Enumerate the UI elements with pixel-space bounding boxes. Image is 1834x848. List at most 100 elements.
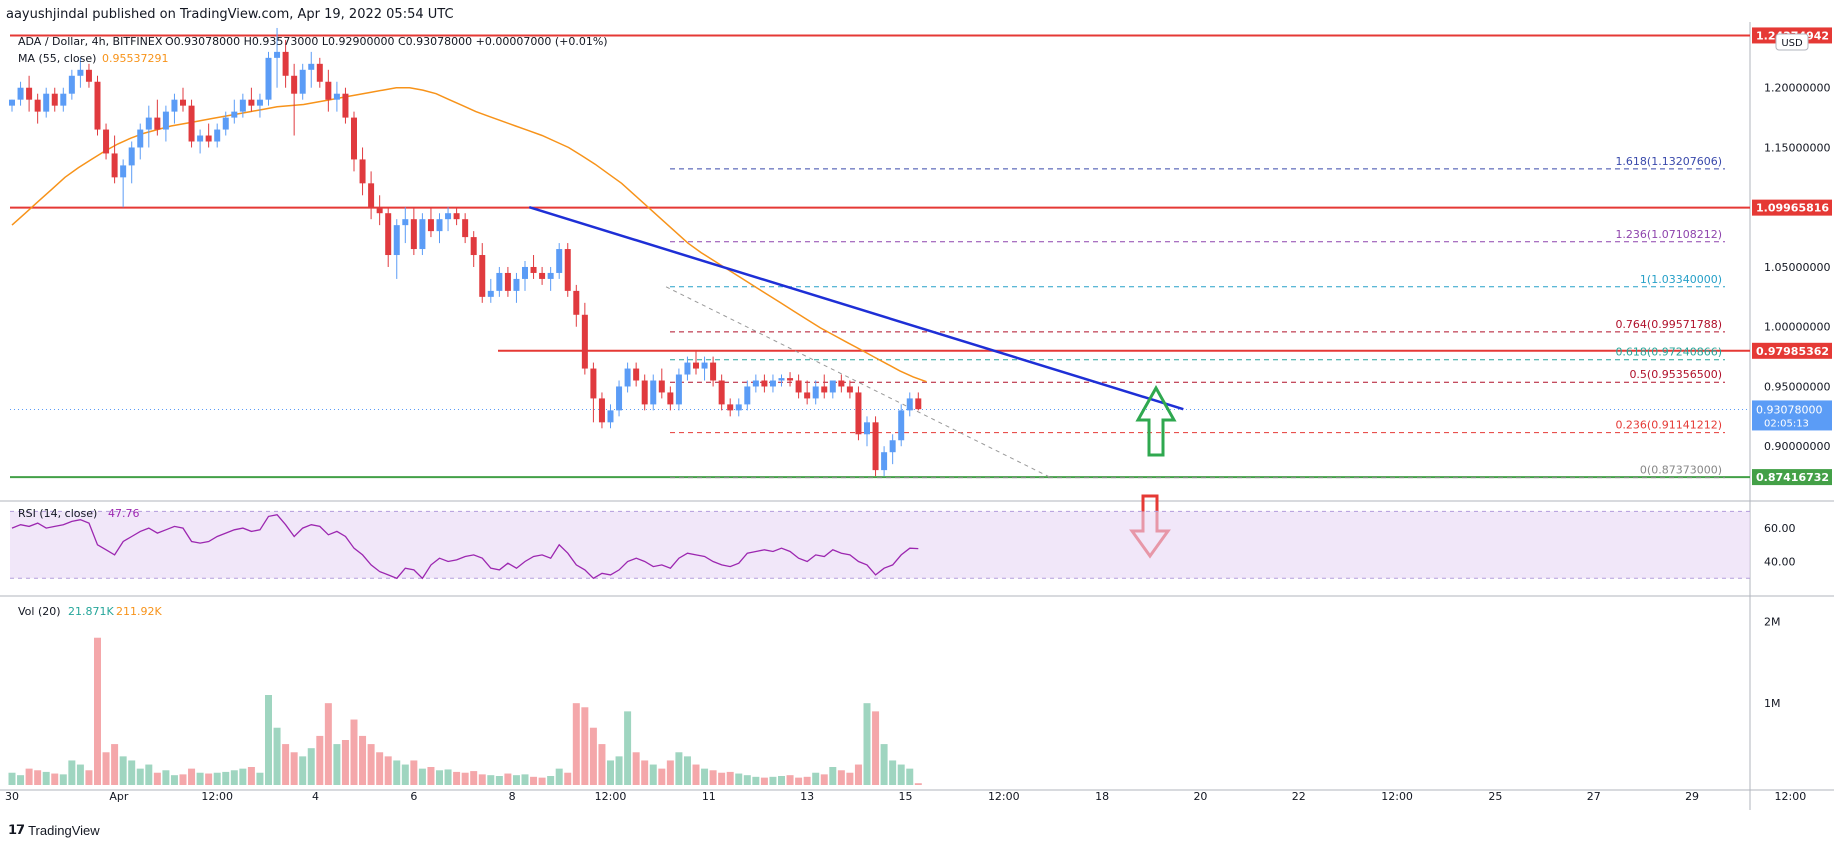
volume-legend-value: 21.871K — [68, 605, 114, 618]
bullish-candle — [701, 362, 708, 369]
bullish-candle — [881, 452, 888, 471]
volume-bar — [624, 711, 632, 785]
time-tick-label: 12:00 — [1381, 790, 1413, 803]
bullish-candle — [778, 378, 785, 381]
tradingview-mark-icon: 𝟭𝟳 — [8, 822, 25, 837]
volume-bar — [692, 764, 700, 785]
bearish-candle — [26, 87, 33, 100]
bullish-candle — [889, 440, 896, 453]
volume-bar — [145, 764, 153, 785]
volume-bar — [299, 756, 307, 785]
volume-bar — [393, 760, 401, 785]
bullish-candle — [145, 117, 152, 130]
bearish-candle — [85, 69, 92, 82]
volume-bar — [17, 775, 25, 785]
legend-ma-value: 0.95537291 — [102, 52, 168, 65]
bearish-candle — [821, 386, 828, 393]
rsi-legend-value: 47.76 — [108, 507, 140, 520]
volume-bar — [401, 764, 409, 785]
bullish-candle — [68, 75, 75, 94]
bullish-candle — [77, 69, 84, 76]
bearish-candle — [479, 255, 486, 297]
volume-bar — [564, 772, 572, 785]
bearish-candle — [180, 99, 186, 106]
bullish-candle — [906, 398, 913, 411]
volume-bar — [376, 752, 384, 785]
volume-bar — [222, 771, 230, 785]
bearish-candle — [872, 422, 879, 471]
bearish-candle — [205, 135, 212, 142]
bearish-candle — [727, 404, 734, 411]
fib-level-label: 1.618(1.13207606) — [1615, 155, 1722, 168]
volume-bar — [213, 772, 221, 785]
volume-bar — [846, 772, 854, 785]
bearish-candle — [94, 81, 101, 130]
currency-label: USD — [1781, 38, 1803, 49]
bullish-candle — [120, 165, 127, 178]
time-tick-label: 15 — [898, 790, 912, 803]
volume-bar — [410, 760, 418, 785]
price-tick-label: 1.20000000 — [1764, 82, 1830, 95]
fib-level-label: 0.764(0.99571788) — [1615, 318, 1722, 331]
bullish-candle — [43, 93, 50, 112]
volume-tick-label: 2M — [1764, 615, 1781, 628]
volume-bar — [521, 774, 529, 785]
bearish-candle — [470, 237, 477, 256]
volume-bar — [666, 760, 674, 785]
resistance-level-label: 0.97985362 — [1756, 345, 1829, 358]
volume-bar — [273, 727, 281, 785]
volume-bar — [162, 770, 170, 785]
bearish-candle — [804, 392, 811, 399]
price-tick-label: 0.90000000 — [1764, 440, 1830, 453]
bullish-candle — [624, 368, 631, 387]
volume-bar — [333, 744, 341, 785]
bearish-candle — [282, 51, 289, 76]
volume-bar — [649, 764, 657, 785]
volume-tick-label: 1M — [1764, 697, 1781, 710]
resistance-level-badge — [1752, 342, 1832, 359]
bullish-candle — [128, 147, 135, 166]
volume-bar — [897, 764, 905, 785]
bullish-candle — [522, 266, 528, 279]
volume-bar — [188, 768, 196, 785]
volume-bar — [709, 770, 717, 785]
time-tick-label: 4 — [312, 790, 319, 803]
bearish-candle — [462, 219, 469, 238]
volume-bar — [256, 772, 264, 785]
time-tick-label: Apr — [109, 790, 129, 803]
bullish-candle — [162, 111, 169, 130]
price-tick-label: 1.05000000 — [1764, 261, 1830, 274]
bearish-candle — [325, 81, 332, 100]
bearish-candle — [658, 380, 665, 393]
volume-bar — [444, 769, 452, 785]
volume-bar — [230, 770, 238, 785]
bearish-candle — [718, 380, 725, 405]
volume-bar — [119, 756, 127, 785]
volume-bar — [453, 771, 461, 785]
bearish-candle — [385, 213, 392, 256]
volume-bar — [820, 774, 828, 785]
price-tick-label: 1.15000000 — [1764, 141, 1830, 154]
support-level-badge — [1752, 469, 1832, 486]
bearish-candle — [787, 378, 794, 381]
support-level-label: 0.87416732 — [1756, 471, 1829, 484]
bearish-candle — [368, 183, 375, 208]
tradingview-logo[interactable]: 𝟭𝟳 TradingView — [8, 822, 100, 838]
bearish-candle — [248, 99, 255, 106]
bearish-candle — [188, 105, 195, 142]
volume-bar — [906, 768, 914, 785]
bearish-candle — [111, 153, 118, 178]
bullish-candle — [214, 129, 221, 142]
volume-bar — [547, 776, 555, 785]
volume-bar — [872, 711, 880, 785]
bearish-candle — [539, 272, 546, 279]
rsi-tick-label: 60.00 — [1764, 522, 1796, 535]
volume-bar — [795, 777, 803, 785]
volume-bar — [239, 768, 247, 785]
volume-bar — [85, 770, 93, 785]
bullish-candle — [684, 362, 691, 375]
volume-bar — [42, 771, 50, 785]
bullish-candle — [222, 117, 229, 130]
bullish-candle — [616, 386, 623, 411]
